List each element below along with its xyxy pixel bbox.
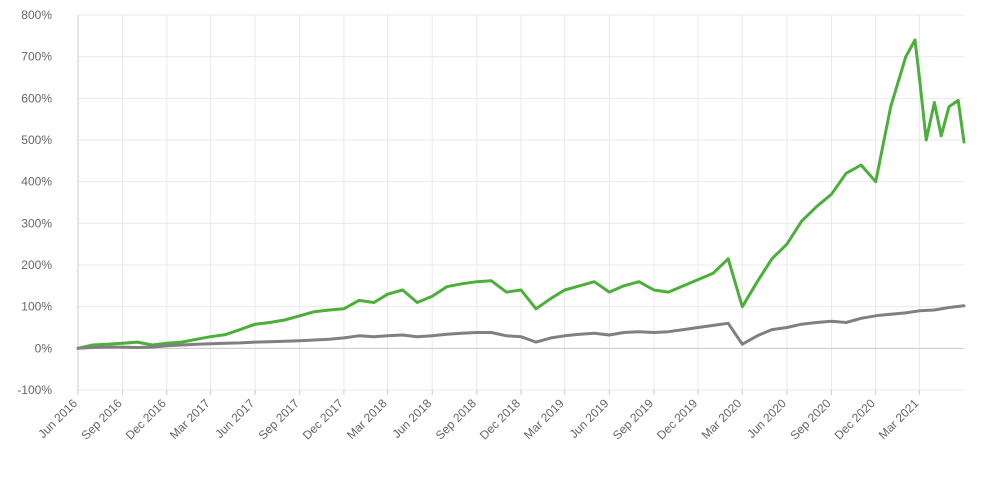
- series-lines: [76, 38, 966, 350]
- x-tick-label: Dec 2016: [123, 396, 169, 442]
- x-tick-label: Dec 2020: [832, 396, 878, 442]
- x-tick-label: Sep 2019: [610, 396, 656, 442]
- y-tick-label: 0%: [35, 341, 53, 355]
- x-tick-label: Mar 2019: [521, 396, 567, 442]
- x-tick-label: Dec 2019: [654, 396, 700, 442]
- y-tick-label: 600%: [21, 91, 52, 105]
- y-tick-label: 400%: [21, 175, 52, 189]
- x-tick-label: Mar 2020: [699, 396, 745, 442]
- series-line-2: [76, 304, 966, 350]
- grid: [77, 14, 964, 391]
- x-tick-label: Jun 2017: [212, 396, 257, 441]
- y-tick-label: -100%: [17, 383, 52, 397]
- x-tick-label: Sep 2016: [79, 396, 125, 442]
- x-tick-label: Jun 2019: [567, 396, 612, 441]
- y-tick-label: 200%: [21, 258, 52, 272]
- x-tick-label: Sep 2020: [787, 396, 833, 442]
- y-tick-label: 300%: [21, 216, 52, 230]
- x-tick-label: Mar 2021: [876, 396, 922, 442]
- x-tick-label: Sep 2018: [433, 396, 479, 442]
- x-tick-label: Mar 2017: [167, 396, 213, 442]
- x-tick-label: Mar 2018: [344, 396, 390, 442]
- x-tick-label: Dec 2018: [477, 396, 523, 442]
- x-tick-label: Dec 2017: [300, 396, 346, 442]
- y-tick-label: 500%: [21, 133, 52, 147]
- y-axis: -100% 0% 100% 200% 300% 400% 500% 600% 700% 800%: [17, 8, 79, 397]
- y-tick-label: 800%: [21, 8, 52, 22]
- y-tick-label: 100%: [21, 300, 52, 314]
- x-tick-label: Jun 2020: [744, 396, 789, 441]
- series-line-1: [76, 38, 966, 350]
- x-tick-label: Sep 2017: [256, 396, 302, 442]
- x-tick-label: Jun 2016: [35, 396, 80, 441]
- y-tick-label: 700%: [21, 50, 52, 64]
- x-tick-label: Jun 2018: [390, 396, 435, 441]
